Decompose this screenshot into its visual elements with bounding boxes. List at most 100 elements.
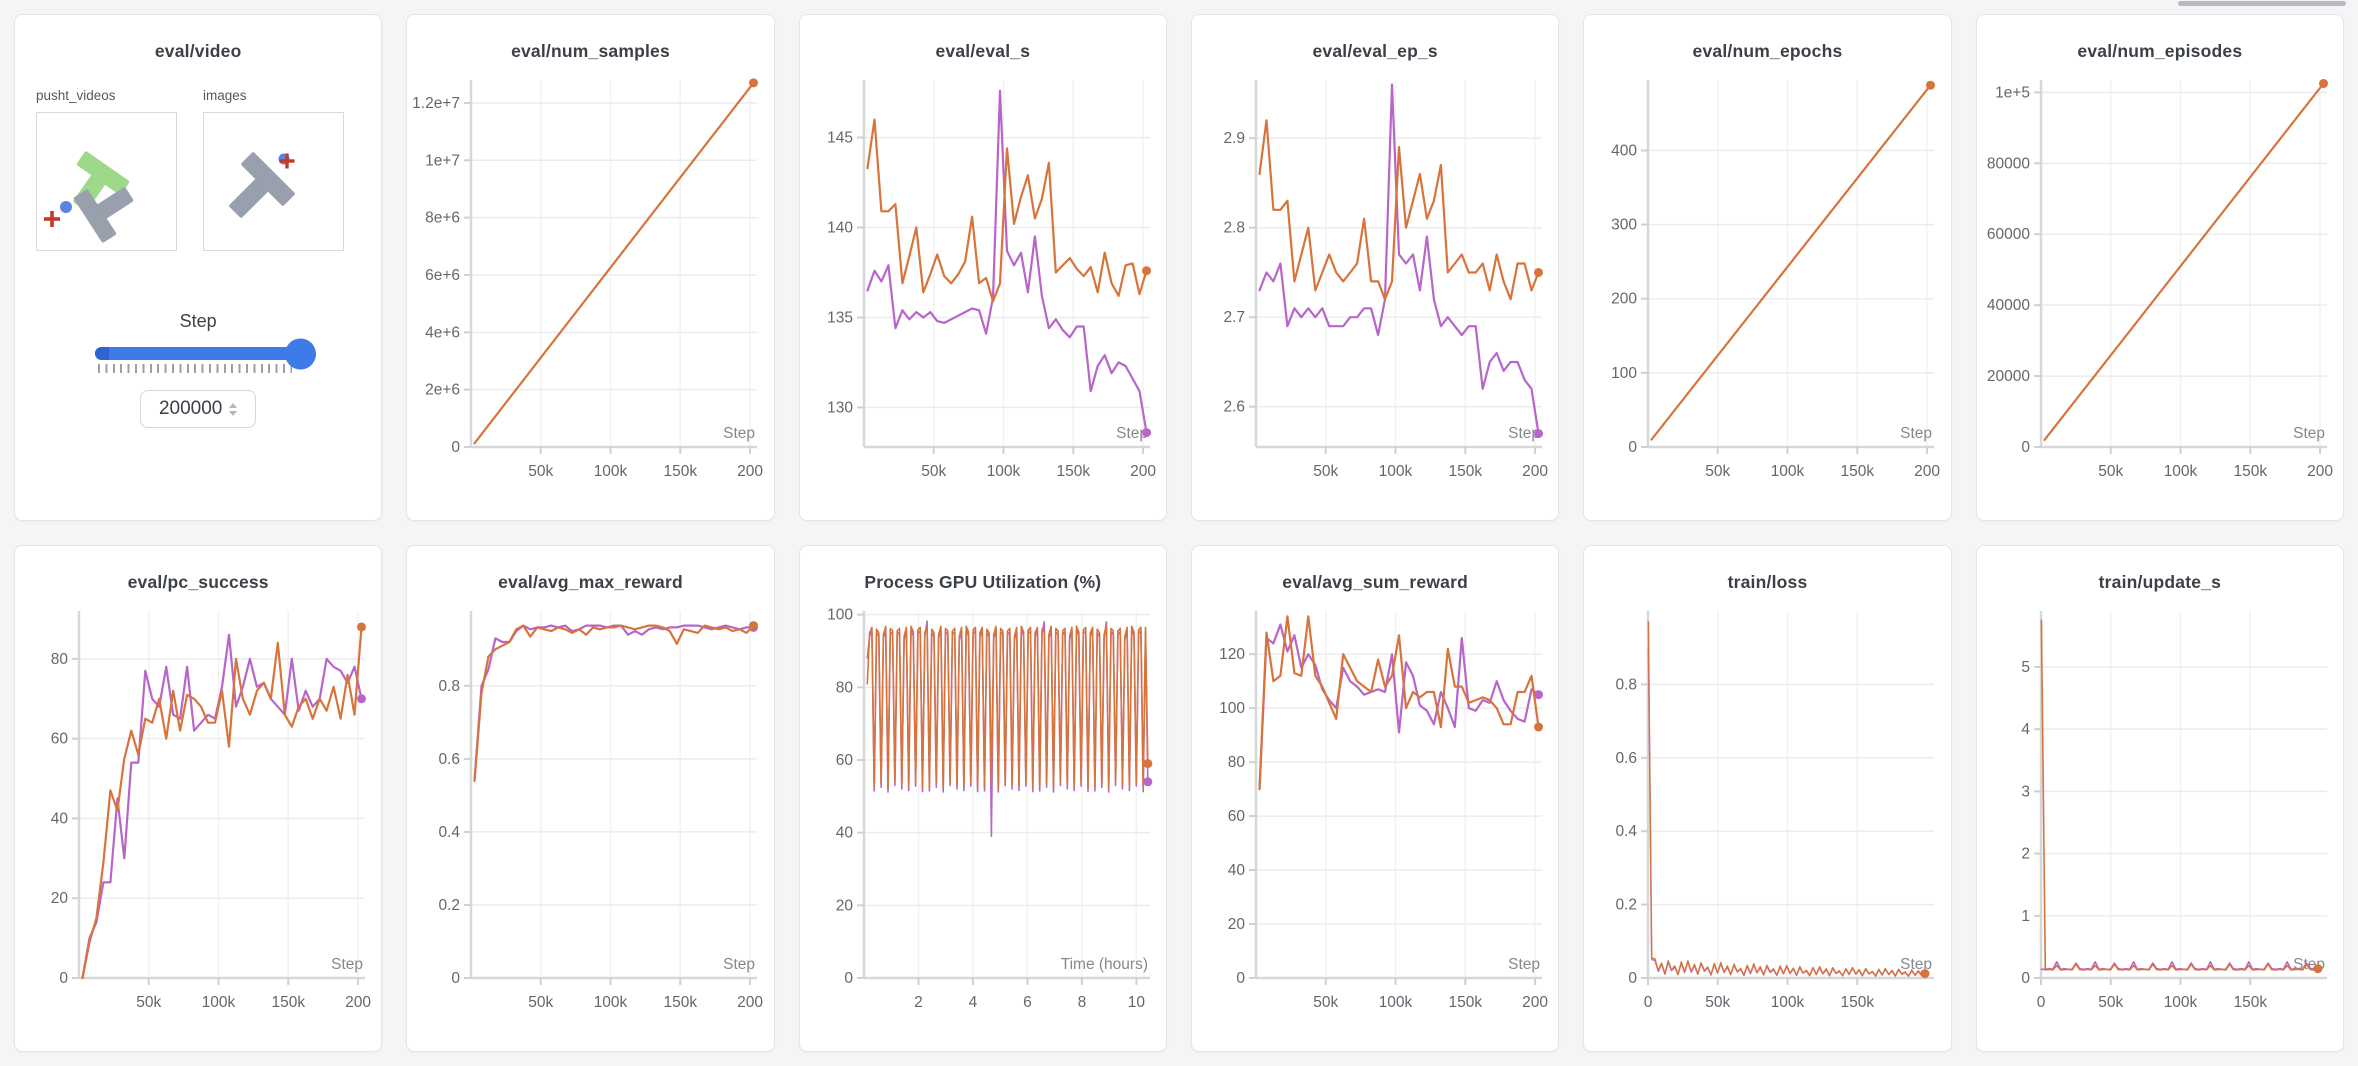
svg-text:20: 20 [51, 890, 69, 907]
svg-text:60: 60 [1228, 808, 1246, 825]
video-thumbnail-pusht-videos[interactable] [36, 112, 177, 251]
chart-plot-eval-num-samples[interactable]: 50k 100k 150k 200 0 2e+6 4e+6 6e+6 8e+6 1e+7 1.2e+… [407, 70, 773, 495]
svg-text:0.4: 0.4 [439, 824, 461, 841]
svg-text:60000: 60000 [1987, 226, 2030, 243]
svg-text:50k: 50k [921, 463, 946, 480]
chart-title: train/loss [1727, 572, 1808, 592]
pusht-image-icon [229, 152, 295, 218]
chart-plot-eval-num-epochs[interactable]: 50k 100k 150k 200 0 100 200 300 400 Step [1584, 70, 1950, 495]
step-slider-label: Step [179, 311, 217, 331]
svg-text:0: 0 [1629, 439, 1638, 456]
svg-text:Step: Step [723, 425, 755, 442]
svg-text:100: 100 [1219, 700, 1245, 717]
chart-canvas: 50k 100k 150k 200 0 100 200 300 400 Step [1611, 80, 1941, 480]
svg-text:100k: 100k [2163, 463, 2197, 480]
svg-text:50k: 50k [1706, 994, 1731, 1011]
panel-process-gpu-utilization: Process GPU Utilization (%) 2 4 6 8 10 0 20 40 6… [798, 545, 1167, 1052]
svg-text:400: 400 [1611, 142, 1637, 159]
chart-canvas: 50k 100k 150k 200 0 0.2 0.4 0.6 0.8 Step [439, 611, 764, 1011]
chart-plot-process-gpu-utilization[interactable]: 2 4 6 8 10 0 20 40 60 80 100 Time (hours) [800, 601, 1166, 1026]
media-row: pusht_videos [15, 88, 381, 251]
svg-text:20: 20 [835, 897, 853, 914]
chart-plot-eval-avg-sum-reward[interactable]: 50k 100k 150k 200 0 20 40 60 80 100 120 Step [1192, 601, 1558, 1026]
svg-text:0.6: 0.6 [439, 751, 461, 768]
step-value: 200000 [158, 398, 223, 419]
svg-text:200: 200 [1130, 463, 1156, 480]
panel-eval-video: eval/video pusht_videos [14, 14, 383, 521]
video-thumbnail-images[interactable] [203, 112, 344, 251]
chart-title: eval/avg_sum_reward [1282, 572, 1469, 592]
svg-text:0: 0 [2021, 970, 2030, 987]
svg-text:200: 200 [737, 994, 763, 1011]
svg-text:40000: 40000 [1987, 297, 2030, 314]
svg-text:100k: 100k [202, 994, 236, 1011]
svg-text:50k: 50k [1313, 463, 1338, 480]
svg-text:1e+5: 1e+5 [1995, 84, 2030, 101]
svg-text:0: 0 [1236, 970, 1245, 987]
svg-text:0: 0 [844, 970, 853, 987]
chart-plot-eval-avg-max-reward[interactable]: 50k 100k 150k 200 0 0.2 0.4 0.6 0.8 Step [407, 601, 773, 1026]
svg-text:0: 0 [1629, 970, 1638, 987]
svg-text:50k: 50k [136, 994, 161, 1011]
chart-plot-eval-pc-success[interactable]: 50k 100k 150k 200 0 20 40 60 80 Step [15, 601, 381, 1026]
svg-text:80: 80 [51, 651, 69, 668]
slider-track[interactable] [95, 338, 317, 369]
svg-text:150k: 150k [1841, 994, 1875, 1011]
svg-text:100k: 100k [594, 994, 628, 1011]
chart-plot-train-loss[interactable]: 0 50k 100k 150k 0 0.2 0.4 0.6 0.8 Step [1584, 601, 1950, 1026]
svg-text:0.8: 0.8 [439, 678, 461, 695]
svg-text:60: 60 [51, 731, 69, 748]
chart-plot-train-update-s[interactable]: 0 50k 100k 150k 0 1 2 3 4 5 Step [1977, 601, 2343, 1026]
svg-text:200: 200 [1611, 291, 1637, 308]
step-down-icon[interactable] [229, 410, 238, 416]
svg-text:50k: 50k [1706, 463, 1731, 480]
svg-text:120: 120 [1219, 646, 1245, 663]
svg-text:0: 0 [2021, 439, 2030, 456]
svg-text:3: 3 [2021, 783, 2030, 800]
svg-text:100k: 100k [1771, 994, 1805, 1011]
scrollbar-thumb[interactable] [2178, 1, 2346, 6]
chart-title: eval/num_samples [511, 41, 670, 61]
svg-text:0: 0 [2036, 994, 2045, 1011]
chart-title: eval/eval_s [935, 41, 1031, 61]
svg-text:4: 4 [968, 994, 977, 1011]
svg-text:0: 0 [452, 970, 461, 987]
svg-text:50k: 50k [2098, 463, 2123, 480]
svg-text:2.7: 2.7 [1223, 309, 1245, 326]
svg-text:80: 80 [835, 679, 853, 696]
chart-plot-eval-eval-ep-s[interactable]: 50k 100k 150k 200 2.6 2.7 2.8 2.9 Step [1192, 70, 1558, 495]
slider-tick-marks [98, 364, 293, 373]
panel-eval-num-epochs: eval/num_epochs 50k 100k 150k 200 0 100 200 300… [1583, 14, 1952, 521]
svg-text:300: 300 [1611, 217, 1637, 234]
svg-text:0: 0 [1644, 994, 1653, 1011]
chart-title: eval/eval_ep_s [1312, 41, 1438, 61]
step-up-icon[interactable] [229, 402, 238, 408]
svg-text:Step: Step [1116, 425, 1148, 442]
svg-text:0.4: 0.4 [1616, 823, 1638, 840]
svg-text:50k: 50k [2098, 994, 2123, 1011]
stepper-arrows[interactable] [229, 402, 238, 416]
svg-text:150k: 150k [1056, 463, 1090, 480]
svg-text:2: 2 [2021, 846, 2030, 863]
panel-title: eval/video [154, 41, 242, 61]
svg-text:40: 40 [51, 810, 69, 827]
svg-text:4e+6: 4e+6 [425, 324, 460, 341]
svg-text:8: 8 [1077, 994, 1086, 1011]
step-slider[interactable] [95, 338, 317, 373]
svg-text:50k: 50k [1313, 994, 1338, 1011]
panel-eval-eval-ep-s: eval/eval_ep_s 50k 100k 150k 200 2.6 2.7 2.8 2.… [1191, 14, 1560, 521]
svg-text:80000: 80000 [1987, 155, 2030, 172]
svg-text:20: 20 [1228, 916, 1246, 933]
target-cross-icon [279, 153, 295, 169]
slider-thumb[interactable] [285, 338, 317, 369]
svg-text:Step: Step [1508, 956, 1540, 973]
svg-text:2.6: 2.6 [1223, 399, 1245, 416]
svg-text:2.9: 2.9 [1223, 130, 1245, 147]
chart-title: eval/avg_max_reward [498, 572, 683, 592]
chart-plot-eval-num-episodes[interactable]: 50k 100k 150k 200 0 20000 40000 60000 80000 1e+5 S… [1977, 70, 2343, 495]
chart-plot-eval-eval-s[interactable]: 50k 100k 150k 200 130 135 140 145 Step [800, 70, 1166, 495]
svg-text:Time (hours): Time (hours) [1060, 956, 1147, 973]
step-input[interactable]: 200000 [140, 390, 257, 428]
